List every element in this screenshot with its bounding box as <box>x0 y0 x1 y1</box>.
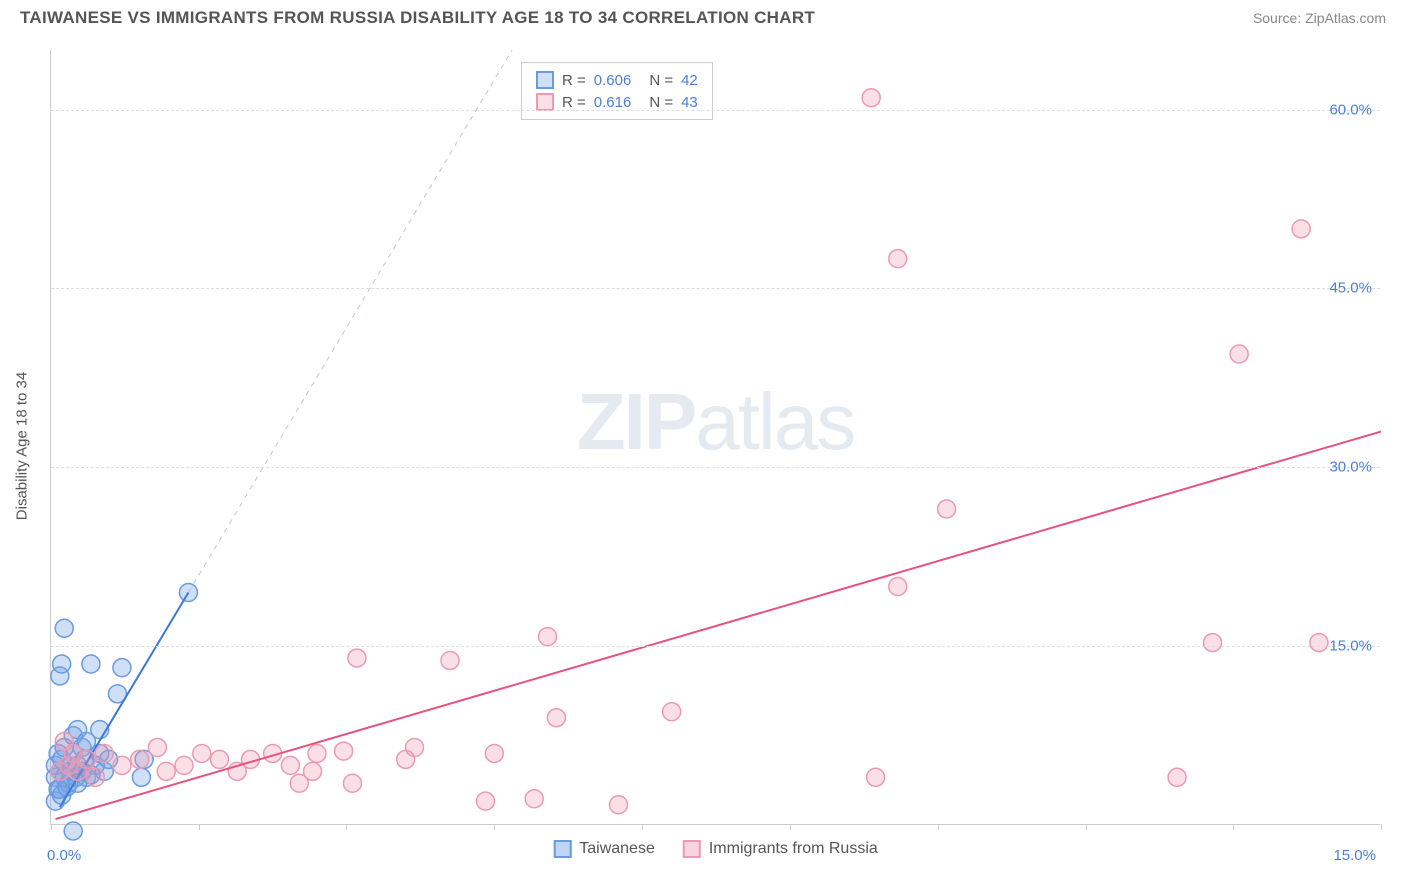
x-tick-mark <box>346 824 347 830</box>
regression-line <box>55 432 1381 820</box>
scatter-point <box>210 750 228 768</box>
scatter-point <box>862 89 880 107</box>
scatter-point <box>547 709 565 727</box>
scatter-point <box>938 500 956 518</box>
scatter-point <box>113 659 131 677</box>
scatter-point <box>77 750 95 768</box>
stats-r-value: 0.616 <box>594 94 632 111</box>
source-label: Source: ZipAtlas.com <box>1253 10 1386 26</box>
gridline-h <box>51 646 1380 647</box>
chart-title: TAIWANESE VS IMMIGRANTS FROM RUSSIA DISA… <box>20 8 815 28</box>
scatter-point <box>281 756 299 774</box>
scatter-point <box>343 774 361 792</box>
scatter-point <box>308 744 326 762</box>
x-left-label: 0.0% <box>47 847 81 864</box>
scatter-point <box>175 756 193 774</box>
scatter-point <box>64 822 82 840</box>
scatter-svg <box>51 50 1381 825</box>
scatter-point <box>335 742 353 760</box>
gridline-h <box>51 110 1380 111</box>
legend-swatch <box>683 840 701 858</box>
scatter-point <box>1292 220 1310 238</box>
y-axis-label: Disability Age 18 to 34 <box>14 372 31 520</box>
stats-n-label: N = <box>649 72 673 89</box>
x-tick-mark <box>1381 824 1382 830</box>
scatter-point <box>1310 634 1328 652</box>
scatter-point <box>157 762 175 780</box>
scatter-point <box>95 744 113 762</box>
scatter-point <box>476 792 494 810</box>
x-tick-mark <box>642 824 643 830</box>
chart-plot-area: ZIPatlas R =0.606N =42R =0.616N =43 Taiw… <box>50 50 1380 825</box>
legend-item: Taiwanese <box>553 840 655 858</box>
series-swatch <box>536 71 554 89</box>
stats-row: R = 0.606 N = 42 <box>536 69 698 91</box>
scatter-point <box>1168 768 1186 786</box>
scatter-point <box>867 768 885 786</box>
scatter-point <box>348 649 366 667</box>
stats-n-value: 42 <box>681 72 698 89</box>
stats-n-label: N = <box>649 94 673 111</box>
series-swatch <box>536 93 554 111</box>
scatter-point <box>1204 634 1222 652</box>
stats-r-label: R = <box>562 72 586 89</box>
x-tick-mark <box>790 824 791 830</box>
regression-line-extension <box>188 50 512 593</box>
scatter-point <box>1230 345 1248 363</box>
y-tick-label: 15.0% <box>1329 638 1372 655</box>
scatter-point <box>441 651 459 669</box>
scatter-point <box>193 744 211 762</box>
scatter-point <box>132 768 150 786</box>
legend-label: Taiwanese <box>579 840 655 858</box>
scatter-point <box>525 790 543 808</box>
stats-r-value: 0.606 <box>594 72 632 89</box>
legend-item: Immigrants from Russia <box>683 840 878 858</box>
scatter-point <box>113 756 131 774</box>
scatter-point <box>609 796 627 814</box>
gridline-h <box>51 288 1380 289</box>
scatter-point <box>889 578 907 596</box>
scatter-point <box>86 768 104 786</box>
scatter-point <box>131 750 149 768</box>
legend-swatch <box>553 840 571 858</box>
scatter-point <box>82 655 100 673</box>
stats-r-label: R = <box>562 94 586 111</box>
scatter-point <box>889 250 907 268</box>
x-tick-mark <box>199 824 200 830</box>
scatter-point <box>148 739 166 757</box>
x-right-label: 15.0% <box>1333 847 1376 864</box>
scatter-point <box>406 739 424 757</box>
stats-legend-box: R = 0.606 N = 42 R = 0.616 N = 43 <box>521 62 713 120</box>
x-tick-mark <box>1086 824 1087 830</box>
y-tick-label: 30.0% <box>1329 459 1372 476</box>
x-tick-mark <box>1233 824 1234 830</box>
x-tick-mark <box>494 824 495 830</box>
scatter-point <box>663 703 681 721</box>
bottom-legend: Taiwanese Immigrants from Russia <box>553 840 878 858</box>
scatter-point <box>55 619 73 637</box>
legend-label: Immigrants from Russia <box>709 840 878 858</box>
x-tick-mark <box>938 824 939 830</box>
scatter-point <box>539 628 557 646</box>
scatter-point <box>485 744 503 762</box>
y-tick-label: 60.0% <box>1329 101 1372 118</box>
y-tick-label: 45.0% <box>1329 280 1372 297</box>
scatter-point <box>53 655 71 673</box>
x-tick-mark <box>51 824 52 830</box>
gridline-h <box>51 467 1380 468</box>
scatter-point <box>304 762 322 780</box>
stats-n-value: 43 <box>681 94 698 111</box>
